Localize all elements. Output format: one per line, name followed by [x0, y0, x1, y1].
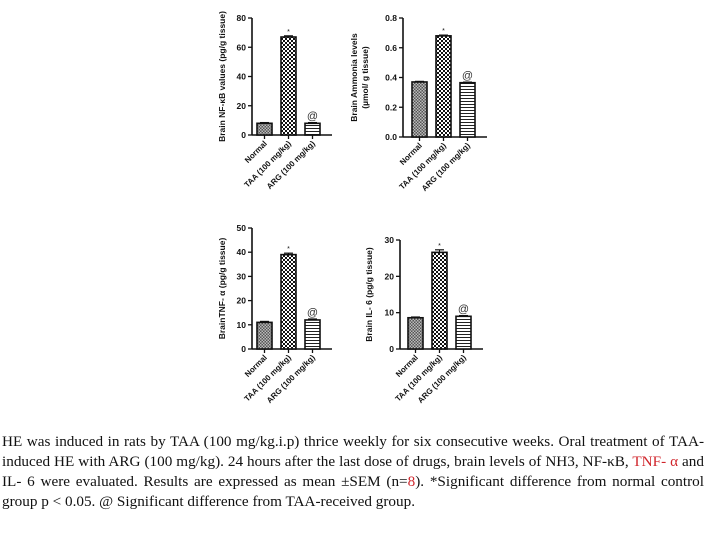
- svg-text:40: 40: [237, 247, 247, 257]
- caption-part1: HE was induced in rats by TAA (100 mg/kg…: [2, 433, 704, 470]
- svg-text:*: *: [287, 246, 290, 253]
- caption-part2: and IL- 6 were evaluated. Results are ex…: [2, 453, 704, 490]
- chart-il6: Brain IL- 6 (pg/g tissue) 0 10 20 30 Normal * T…: [360, 215, 505, 430]
- svg-text:0.6: 0.6: [385, 43, 397, 53]
- svg-text:0: 0: [241, 344, 246, 354]
- svg-text:60: 60: [237, 42, 247, 52]
- svg-text:@: @: [307, 307, 318, 319]
- svg-text:0: 0: [389, 344, 394, 354]
- svg-text:BrainTNF- α (pg/g tissue): BrainTNF- α (pg/g tissue): [217, 238, 227, 340]
- figure-caption: HE was induced in rats by TAA (100 mg/kg…: [2, 432, 704, 512]
- svg-text:20: 20: [385, 271, 395, 281]
- svg-text:0.4: 0.4: [385, 73, 397, 83]
- svg-text:Brain Ammonia levels: Brain Ammonia levels: [349, 33, 359, 122]
- caption-n: 8: [407, 473, 416, 490]
- chart-tnf: BrainTNF- α (pg/g tissue) 0 10 20 30 40 50 Norm…: [215, 215, 355, 430]
- svg-text:*: *: [438, 243, 441, 250]
- svg-text:Brain IL- 6 (pg/g tissue): Brain IL- 6 (pg/g tissue): [364, 247, 374, 342]
- il6-bar-chart: Brain IL- 6 (pg/g tissue)0102030Normal*T…: [364, 235, 483, 405]
- svg-text:*: *: [442, 28, 445, 35]
- bar-0: Normal: [243, 320, 273, 379]
- nfkb-bar-chart: Brain NF-κB values (pg/g tissue) 0 20 40 60 8…: [217, 11, 332, 191]
- svg-text:50: 50: [237, 223, 247, 233]
- svg-text:@: @: [307, 111, 318, 123]
- svg-text:40: 40: [237, 72, 247, 82]
- svg-text:30: 30: [237, 271, 247, 281]
- svg-text:Brain NF-κB values (pg/g tissu: Brain NF-κB values (pg/g tissue): [217, 11, 227, 142]
- svg-text:10: 10: [237, 320, 247, 330]
- svg-text:20: 20: [237, 296, 247, 306]
- svg-text:80: 80: [237, 13, 247, 23]
- svg-text:@: @: [458, 304, 469, 316]
- tnf-bar-chart: BrainTNF- α (pg/g tissue) 0 10 20 30 40 50 Norm…: [217, 223, 332, 405]
- svg-text:20: 20: [237, 101, 247, 111]
- bar-0: Normal: [394, 316, 424, 379]
- svg-text:10: 10: [385, 308, 395, 318]
- svg-text:0: 0: [241, 130, 246, 140]
- svg-text:30: 30: [385, 235, 395, 245]
- svg-text:(µmol/ g tissue): (µmol/ g tissue): [360, 46, 370, 109]
- caption-tnf: TNF- α: [632, 453, 679, 470]
- svg-text:0.0: 0.0: [385, 132, 397, 142]
- caption-part3: ). *Significant difference from normal c…: [2, 473, 704, 510]
- ammonia-bar-chart: Brain Ammonia levels (µmol/ g tissue) 0.0 0…: [349, 13, 487, 193]
- svg-text:0.8: 0.8: [385, 13, 397, 23]
- svg-text:@: @: [462, 70, 473, 82]
- svg-text:*: *: [287, 29, 290, 36]
- chart-nfkb: Brain NF-κB values (pg/g tissue) 0 20 40 60 8…: [215, 0, 355, 215]
- svg-text:0.2: 0.2: [385, 102, 397, 112]
- chart-ammonia: Brain Ammonia levels (µmol/ g tissue) 0.0 0…: [345, 0, 505, 215]
